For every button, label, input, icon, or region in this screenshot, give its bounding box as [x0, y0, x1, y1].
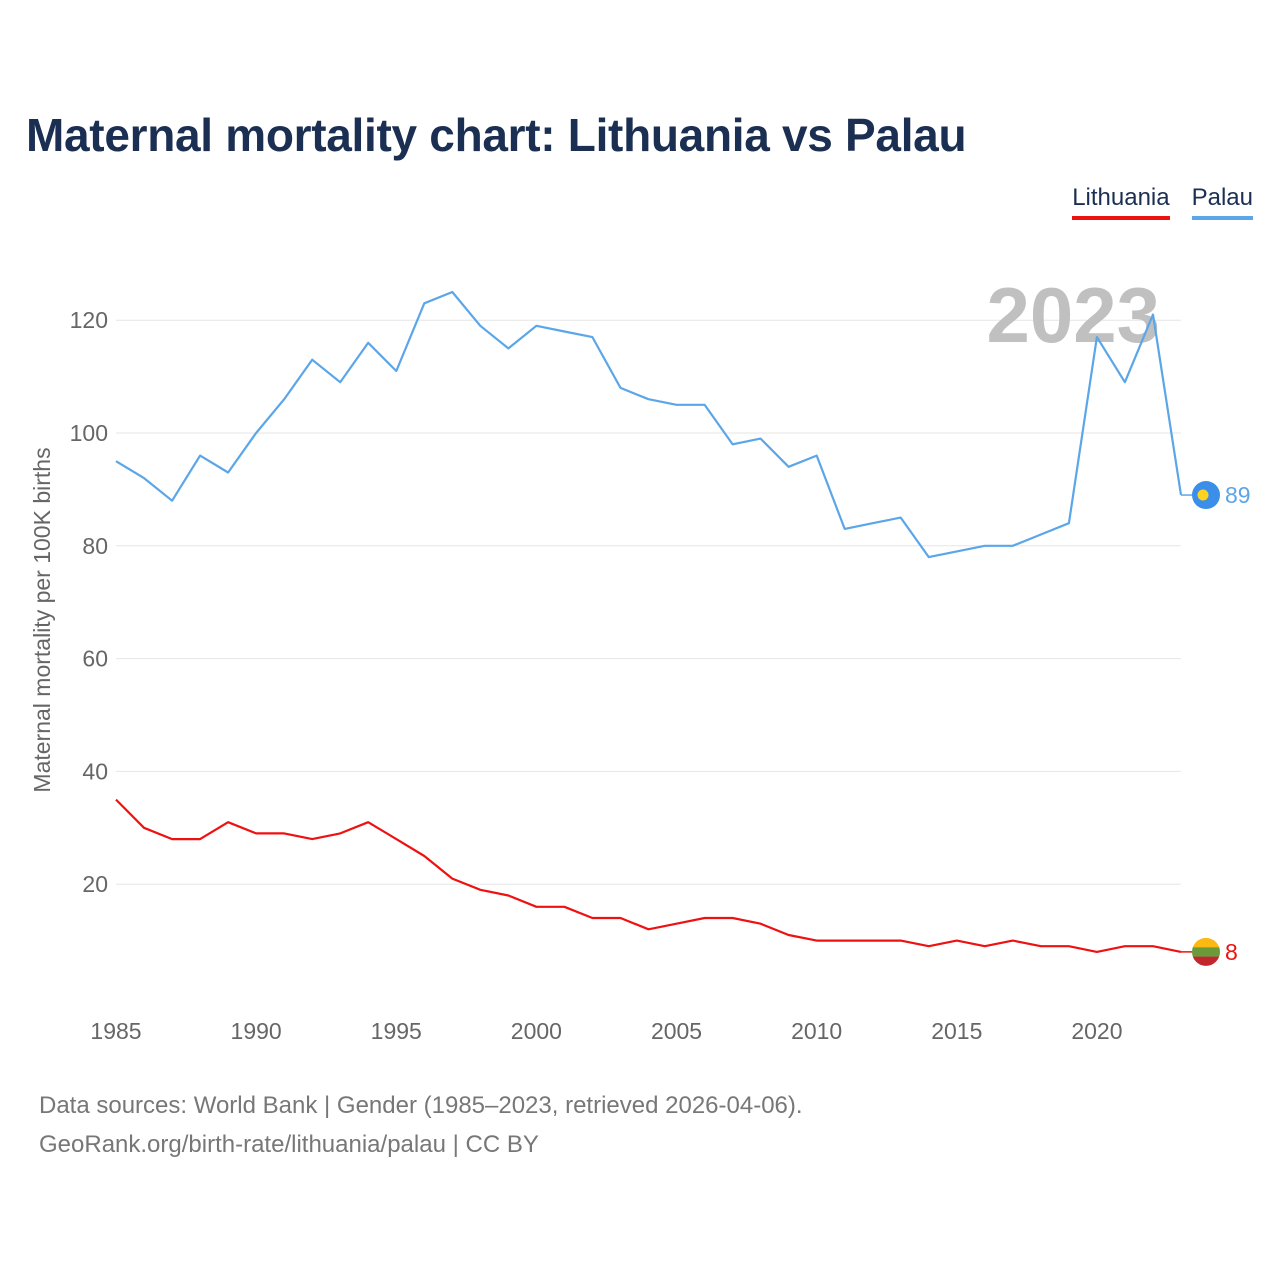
- end-value-label-palau: 89: [1225, 482, 1251, 508]
- y-tick-label: 80: [82, 533, 108, 559]
- flag-icon-palau: [1192, 481, 1220, 510]
- y-tick-label: 40: [82, 758, 108, 784]
- year-watermark: 2023: [986, 271, 1160, 359]
- flag-disc: [1197, 489, 1209, 501]
- grid-lines: [116, 319, 1181, 885]
- end-value-label-lithuania: 8: [1225, 939, 1238, 965]
- series-lines: [115, 290, 1183, 954]
- footer: Data sources: World Bank | Gender (1985–…: [39, 1086, 803, 1164]
- footer-link[interactable]: GeoRank.org/birth-rate/lithuania/palau |…: [39, 1131, 539, 1158]
- flag-stripe-red: [1192, 956, 1220, 966]
- x-tick-label: 1985: [90, 1018, 141, 1044]
- x-tick-label: 2005: [651, 1018, 702, 1044]
- series-end-markers: 89 8: [1181, 481, 1251, 966]
- x-tick-label: 2000: [511, 1018, 562, 1044]
- x-tick-label: 2010: [791, 1018, 842, 1044]
- y-tick-label: 120: [70, 307, 108, 333]
- line-chart: 2023 20 40 60 80 100 120 1985 1990 1995 2000 2005…: [29, 271, 1251, 1044]
- footer-source: Data sources: World Bank | Gender (1985–…: [39, 1092, 803, 1119]
- y-axis-ticks: 20 40 60 80 100 120: [70, 307, 108, 897]
- x-tick-label: 2020: [1071, 1018, 1122, 1044]
- y-tick-label: 100: [70, 420, 108, 446]
- x-axis-ticks: 1985 1990 1995 2000 2005 2010 2015 2020: [90, 1018, 1122, 1044]
- legend-item-palau[interactable]: Palau: [1191, 184, 1253, 220]
- x-tick-label: 1990: [231, 1018, 282, 1044]
- x-tick-label: 1995: [371, 1018, 422, 1044]
- flag-stripe-green: [1192, 947, 1220, 957]
- flag-icon-lithuania: [1192, 937, 1220, 966]
- y-tick-label: 20: [82, 871, 108, 897]
- series-line-lithuania: [115, 798, 1182, 954]
- legend: Lithuania Palau: [1072, 184, 1253, 220]
- legend-item-lithuania[interactable]: Lithuania: [1072, 184, 1170, 220]
- series-line-palau: [115, 290, 1183, 559]
- flag-stripe-yellow: [1192, 937, 1220, 948]
- x-tick-label: 2015: [931, 1018, 982, 1044]
- y-axis-label: Maternal mortality per 100K births: [29, 447, 55, 792]
- y-tick-label: 60: [82, 646, 108, 672]
- chart-title: Maternal mortality chart: Lithuania vs P…: [26, 109, 967, 161]
